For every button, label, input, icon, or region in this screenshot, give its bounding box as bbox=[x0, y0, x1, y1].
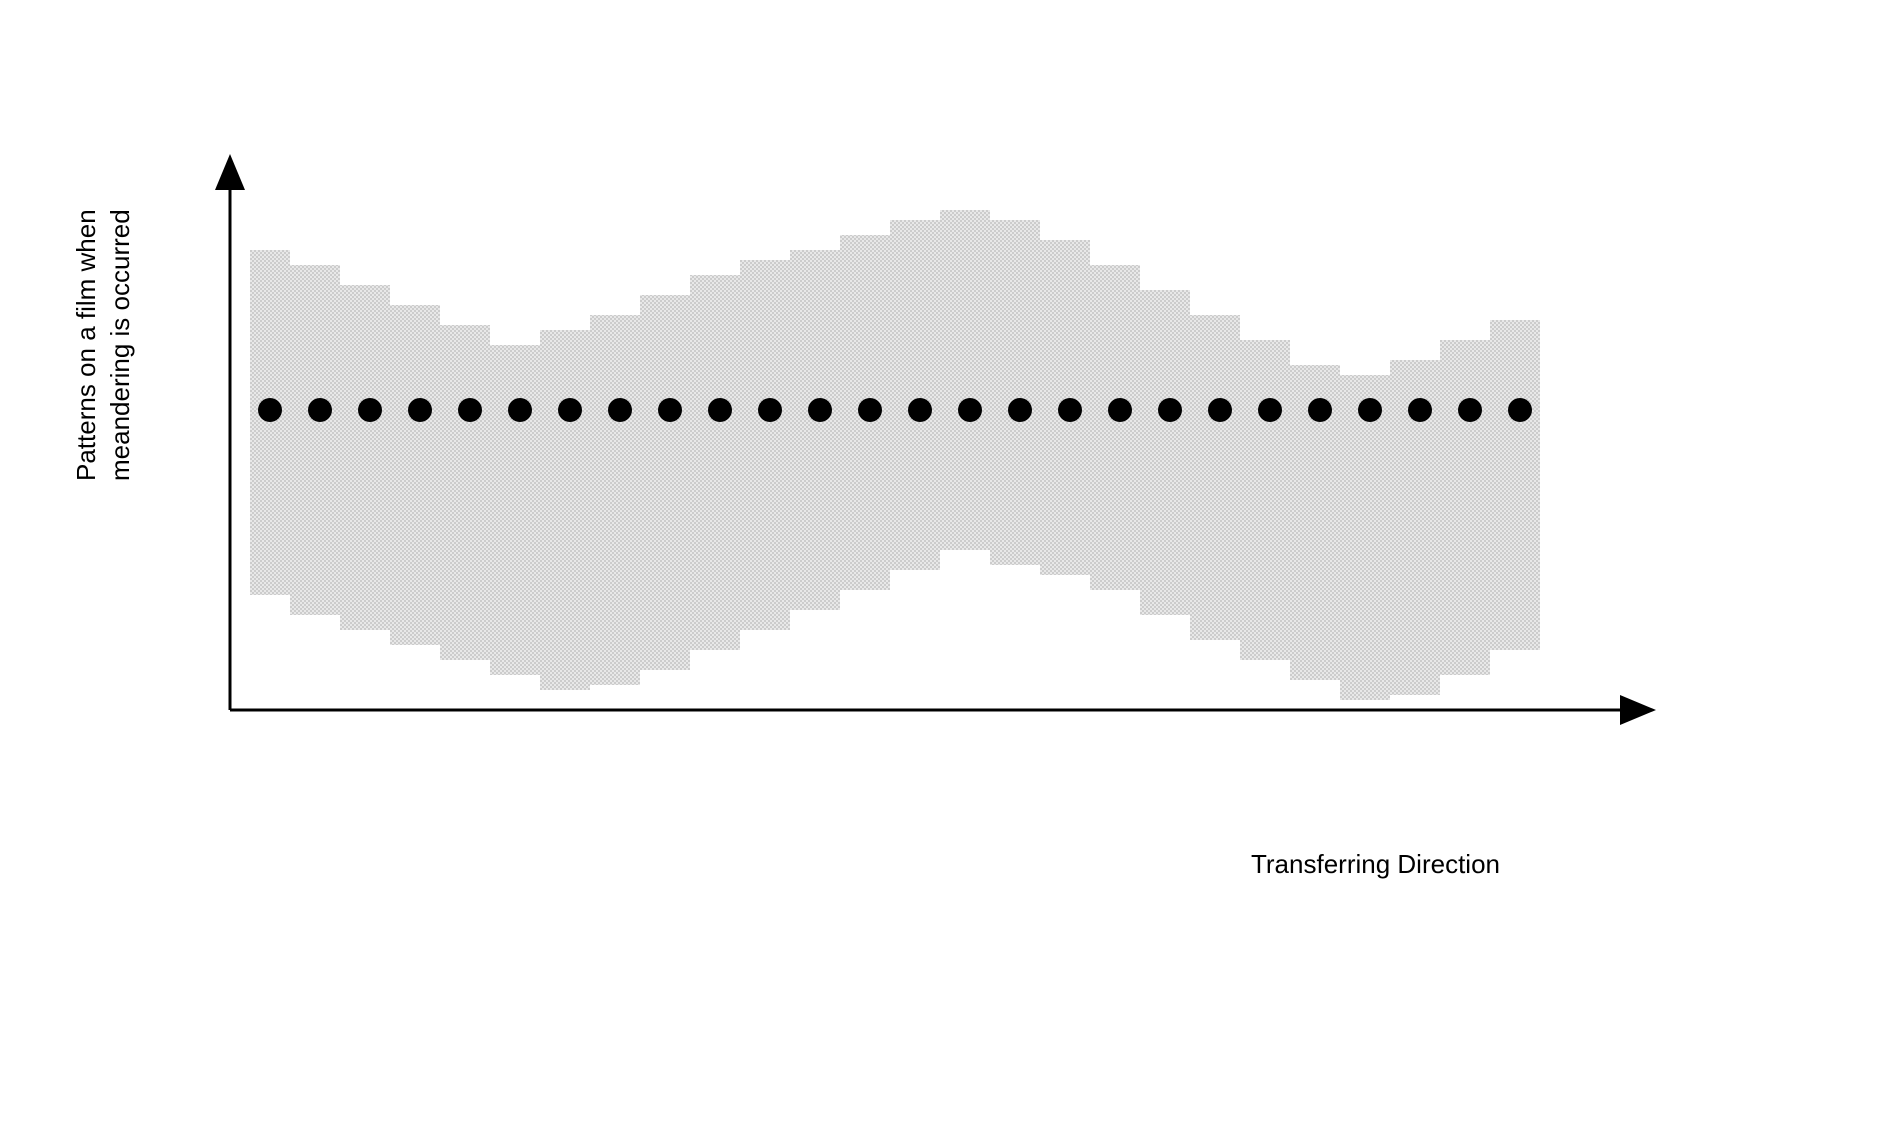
pattern-dot bbox=[1158, 398, 1182, 422]
pattern-dot bbox=[908, 398, 932, 422]
pattern-dot bbox=[458, 398, 482, 422]
pattern-dot bbox=[258, 398, 282, 422]
pattern-dot bbox=[808, 398, 832, 422]
pattern-dot bbox=[708, 398, 732, 422]
x-axis-label: Transferring Direction bbox=[1251, 849, 1500, 880]
pattern-dot bbox=[1508, 398, 1532, 422]
pattern-dot bbox=[1008, 398, 1032, 422]
pattern-dot bbox=[1058, 398, 1082, 422]
pattern-dot bbox=[758, 398, 782, 422]
pattern-dot bbox=[558, 398, 582, 422]
pattern-dot bbox=[358, 398, 382, 422]
diagram-container: Patterns on a film when meandering is oc… bbox=[200, 120, 1700, 820]
pattern-dot bbox=[1358, 398, 1382, 422]
pattern-dot bbox=[508, 398, 532, 422]
pattern-dot bbox=[1308, 398, 1332, 422]
pattern-dot bbox=[608, 398, 632, 422]
meander-region bbox=[250, 210, 1540, 700]
pattern-dot bbox=[958, 398, 982, 422]
pattern-dot bbox=[308, 398, 332, 422]
pattern-dot bbox=[1258, 398, 1282, 422]
pattern-dot bbox=[408, 398, 432, 422]
pattern-dot bbox=[658, 398, 682, 422]
pattern-dot bbox=[858, 398, 882, 422]
pattern-dot bbox=[1208, 398, 1232, 422]
pattern-dot bbox=[1408, 398, 1432, 422]
pattern-dot bbox=[1458, 398, 1482, 422]
y-axis-label: Patterns on a film when meandering is oc… bbox=[70, 170, 138, 520]
pattern-dot bbox=[1108, 398, 1132, 422]
diagram-svg bbox=[200, 120, 1700, 820]
